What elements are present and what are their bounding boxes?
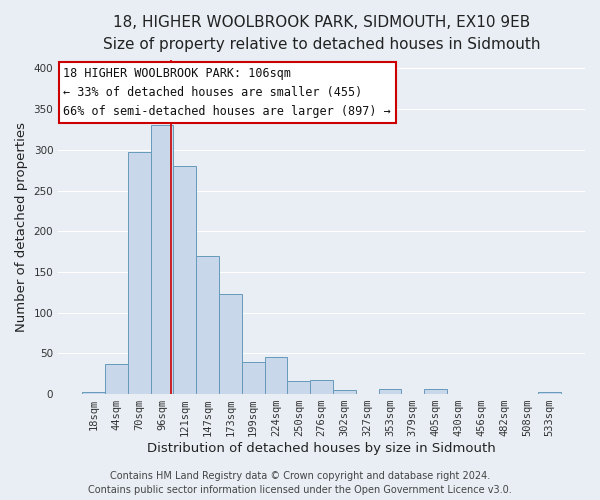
Text: 18 HIGHER WOOLBROOK PARK: 106sqm
← 33% of detached houses are smaller (455)
66% : 18 HIGHER WOOLBROOK PARK: 106sqm ← 33% o… [64,67,391,118]
Bar [310,380,333,394]
Bar [173,166,196,394]
Bar [538,392,561,394]
X-axis label: Distribution of detached houses by size in Sidmouth: Distribution of detached houses by size … [147,442,496,455]
Bar [424,389,447,394]
Y-axis label: Number of detached properties: Number of detached properties [15,122,28,332]
Bar [151,126,173,394]
Title: 18, HIGHER WOOLBROOK PARK, SIDMOUTH, EX10 9EB
Size of property relative to detac: 18, HIGHER WOOLBROOK PARK, SIDMOUTH, EX1… [103,15,541,52]
Bar [105,364,128,394]
Bar [265,356,287,394]
Bar [242,362,265,394]
Text: Contains HM Land Registry data © Crown copyright and database right 2024.
Contai: Contains HM Land Registry data © Crown c… [88,471,512,495]
Bar [196,256,219,394]
Bar [128,152,151,394]
Bar [287,381,310,394]
Bar [333,390,356,394]
Bar [82,392,105,394]
Bar [219,294,242,394]
Bar [379,389,401,394]
